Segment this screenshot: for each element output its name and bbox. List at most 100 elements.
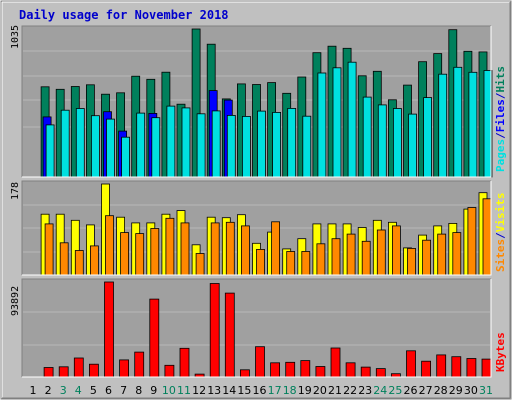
bar-sites-day-30 (467, 207, 477, 276)
bar-kbytes-day-3 (58, 366, 69, 378)
bar-kbytes-day-18 (285, 361, 296, 378)
bar-pages-day-21 (332, 67, 342, 178)
day-label-31: 31 (479, 384, 493, 397)
day-label-14: 14 (222, 384, 236, 397)
hits-max-label: 1035 (10, 25, 21, 49)
bar-sites-day-20 (316, 243, 326, 276)
bar-pages-day-24 (377, 104, 387, 178)
chart-title: Daily usage for November 2018 (19, 8, 229, 22)
panel-borders (21, 25, 492, 378)
bar-pages-day-17 (272, 112, 282, 178)
bar-kbytes-day-11 (179, 347, 190, 378)
bar-sites-day-24 (376, 229, 386, 276)
bar-sites-day-11 (180, 222, 190, 276)
day-label-8: 8 (135, 384, 142, 397)
bar-kbytes-day-27 (421, 360, 432, 378)
bar-sites-day-26 (407, 247, 416, 276)
bar-pages-day-8 (136, 112, 146, 178)
day-label-23: 23 (358, 384, 372, 397)
day-label-18: 18 (283, 384, 297, 397)
bar-sites-day-2 (44, 223, 54, 276)
bar-pages-day-7 (121, 136, 130, 178)
day-label-11: 11 (177, 384, 191, 397)
day-label-29: 29 (449, 384, 463, 397)
day-label-21: 21 (328, 384, 342, 397)
bar-sites-day-22 (346, 233, 356, 276)
day-axis: 1 2 3 4 5 6 7 8 9 10 11 12 13 14 15 16 17 18 19 20 21 22 23 24 2… (30, 384, 494, 397)
bar-sites-day-31 (482, 198, 492, 276)
bar-pages-day-2 (45, 124, 55, 178)
bar-kbytes-day-30 (466, 358, 477, 378)
bar-pages-day-20 (317, 72, 327, 178)
bar-kbytes-day-20 (315, 366, 326, 378)
legend-entry: Hits (494, 66, 507, 93)
kbytes-legend: KBytes (494, 332, 507, 372)
bar-kbytes-day-9 (149, 298, 160, 378)
bar-kbytes-day-7 (119, 359, 129, 378)
day-label-1: 1 (30, 384, 37, 397)
bar-sites-day-6 (105, 215, 114, 276)
day-label-17: 17 (268, 384, 282, 397)
day-label-5: 5 (90, 384, 97, 397)
bar-pages-day-22 (347, 61, 357, 178)
bar-pages-day-14 (226, 115, 236, 178)
bar-sites-day-29 (452, 232, 462, 276)
bar-kbytes-day-23 (360, 366, 371, 378)
bar-marks (40, 28, 493, 378)
bar-kbytes-day-8 (134, 351, 145, 378)
day-label-12: 12 (192, 384, 206, 397)
bar-kbytes-day-28 (436, 354, 447, 378)
day-label-9: 9 (150, 384, 157, 397)
bar-kbytes-day-16 (255, 346, 265, 378)
day-label-13: 13 (207, 384, 221, 397)
bar-kbytes-day-2 (43, 367, 54, 378)
day-label-30: 30 (464, 384, 478, 397)
day-label-25: 25 (388, 384, 402, 397)
bar-kbytes-day-26 (406, 350, 416, 378)
bar-sites-day-23 (361, 240, 371, 276)
day-label-6: 6 (105, 384, 112, 397)
legend-entry: Files (494, 99, 507, 132)
bar-pages-day-9 (151, 117, 161, 178)
day-label-2: 2 (45, 384, 52, 397)
bar-pages-day-27 (423, 97, 433, 178)
bar-sites-day-16 (256, 248, 265, 276)
day-label-20: 20 (313, 384, 327, 397)
bar-pages-day-15 (241, 116, 251, 178)
bar-sites-day-13 (210, 222, 220, 276)
bar-pages-day-18 (287, 108, 297, 178)
bar-kbytes-day-5 (89, 363, 99, 378)
bar-pages-day-11 (181, 107, 191, 178)
bar-pages-day-25 (392, 108, 402, 178)
bar-pages-day-29 (453, 66, 463, 178)
day-label-10: 10 (162, 384, 176, 397)
bar-kbytes-day-6 (104, 281, 114, 378)
legend-entry: / (494, 92, 507, 99)
bar-sites-day-10 (165, 217, 175, 276)
bar-pages-day-23 (362, 96, 372, 178)
day-label-19: 19 (298, 384, 312, 397)
bar-sites-day-18 (286, 251, 296, 276)
legend-entry: KBytes (494, 332, 507, 372)
bar-pages-day-19 (302, 115, 312, 178)
bar-sites-day-19 (301, 251, 311, 276)
bar-sites-day-3 (59, 242, 69, 276)
bar-sites-day-5 (90, 245, 99, 276)
bar-sites-day-7 (120, 232, 129, 276)
bar-kbytes-day-15 (239, 369, 250, 378)
bar-kbytes-day-31 (481, 358, 492, 378)
bar-pages-day-13 (211, 110, 221, 178)
legend-entry: / (494, 232, 507, 239)
bar-sites-day-21 (331, 238, 341, 276)
bar-pages-day-10 (166, 105, 176, 178)
bar-sites-day-27 (422, 239, 432, 276)
day-label-15: 15 (237, 384, 251, 397)
day-label-24: 24 (373, 384, 387, 397)
bar-pages-day-6 (106, 118, 115, 178)
bar-kbytes-day-21 (330, 347, 341, 378)
visits-sites-legend: Sites/Visits (494, 193, 507, 273)
bar-pages-day-4 (75, 108, 85, 178)
bar-kbytes-day-14 (224, 292, 235, 378)
